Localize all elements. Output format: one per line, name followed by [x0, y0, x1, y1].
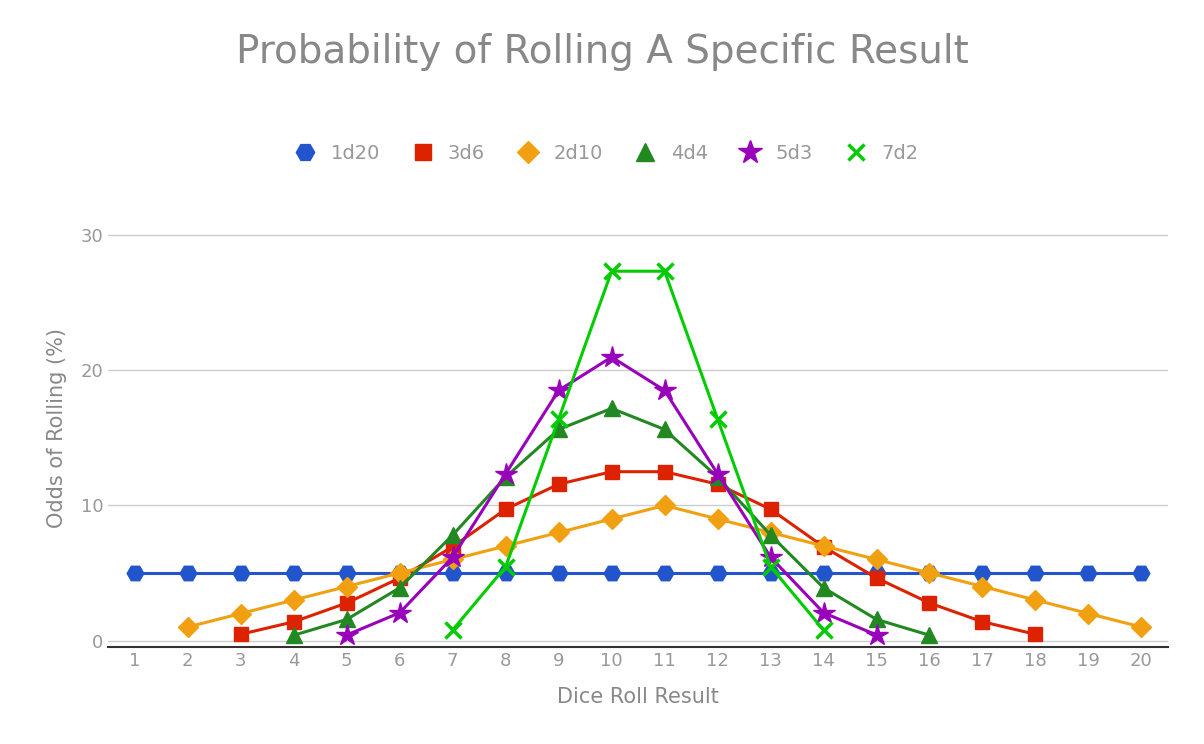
Line: 5d3: 5d3 — [336, 346, 887, 646]
3d6 — [604, 467, 619, 476]
4d4 — [869, 615, 884, 624]
3d6 — [763, 504, 778, 513]
4d4 — [922, 631, 937, 640]
Line: 3d6: 3d6 — [234, 465, 1043, 641]
7d2 — [657, 267, 672, 276]
4d4 — [393, 583, 407, 592]
2d10 — [922, 568, 937, 577]
3d6 — [287, 618, 301, 626]
5d3 — [551, 386, 566, 395]
2d10 — [710, 515, 725, 524]
1d20 — [234, 568, 248, 577]
1d20 — [340, 568, 354, 577]
3d6 — [445, 542, 460, 551]
5d3 — [816, 609, 831, 618]
7d2 — [710, 414, 725, 423]
3d6 — [657, 467, 672, 476]
3d6 — [340, 598, 354, 607]
4d4 — [445, 530, 460, 539]
5d3 — [710, 469, 725, 478]
5d3 — [869, 630, 884, 639]
1d20 — [869, 568, 884, 577]
2d10 — [975, 582, 990, 591]
1d20 — [181, 568, 195, 577]
7d2 — [551, 414, 566, 423]
2d10 — [604, 515, 619, 524]
2d10 — [763, 528, 778, 537]
5d3 — [340, 630, 354, 639]
1d20 — [710, 568, 725, 577]
3d6 — [869, 574, 884, 583]
1d20 — [1134, 568, 1149, 577]
4d4 — [498, 472, 513, 481]
1d20 — [551, 568, 566, 577]
1d20 — [763, 568, 778, 577]
1d20 — [128, 568, 142, 577]
2d10 — [445, 555, 460, 564]
5d3 — [604, 353, 619, 362]
1d20 — [657, 568, 672, 577]
1d20 — [1081, 568, 1096, 577]
7d2 — [498, 562, 513, 571]
1d20 — [975, 568, 990, 577]
2d10 — [234, 609, 248, 618]
3d6 — [922, 598, 937, 607]
2d10 — [816, 542, 831, 551]
4d4 — [763, 530, 778, 539]
1d20 — [816, 568, 831, 577]
3d6 — [816, 542, 831, 551]
3d6 — [1028, 630, 1043, 639]
1d20 — [604, 568, 619, 577]
2d10 — [551, 528, 566, 537]
2d10 — [1081, 609, 1096, 618]
4d4 — [287, 631, 301, 640]
7d2 — [816, 626, 831, 635]
2d10 — [869, 555, 884, 564]
1d20 — [393, 568, 407, 577]
Line: 2d10: 2d10 — [181, 498, 1149, 634]
5d3 — [763, 553, 778, 562]
2d10 — [1028, 595, 1043, 604]
7d2 — [604, 267, 619, 276]
3d6 — [393, 574, 407, 583]
Text: Probability of Rolling A Specific Result: Probability of Rolling A Specific Result — [236, 33, 968, 71]
4d4 — [816, 583, 831, 592]
1d20 — [922, 568, 937, 577]
2d10 — [393, 568, 407, 577]
5d3 — [445, 553, 460, 562]
Y-axis label: Odds of Rolling (%): Odds of Rolling (%) — [47, 328, 67, 527]
4d4 — [340, 615, 354, 624]
2d10 — [498, 542, 513, 551]
5d3 — [393, 609, 407, 618]
1d20 — [287, 568, 301, 577]
2d10 — [181, 623, 195, 632]
Line: 1d20: 1d20 — [126, 565, 1150, 581]
7d2 — [445, 626, 460, 635]
3d6 — [551, 480, 566, 489]
1d20 — [498, 568, 513, 577]
4d4 — [551, 425, 566, 434]
3d6 — [710, 480, 725, 489]
2d10 — [657, 501, 672, 510]
X-axis label: Dice Roll Result: Dice Roll Result — [557, 687, 719, 707]
2d10 — [287, 595, 301, 604]
Legend: 1d20, 3d6, 2d10, 4d4, 5d3, 7d2: 1d20, 3d6, 2d10, 4d4, 5d3, 7d2 — [278, 136, 926, 171]
1d20 — [445, 568, 460, 577]
4d4 — [657, 425, 672, 434]
2d10 — [340, 582, 354, 591]
Line: 7d2: 7d2 — [445, 263, 831, 638]
5d3 — [498, 469, 513, 478]
4d4 — [710, 472, 725, 481]
4d4 — [604, 404, 619, 413]
5d3 — [657, 386, 672, 395]
7d2 — [763, 562, 778, 571]
3d6 — [975, 618, 990, 626]
Line: 4d4: 4d4 — [285, 400, 938, 644]
1d20 — [1028, 568, 1043, 577]
3d6 — [498, 504, 513, 513]
3d6 — [234, 630, 248, 639]
2d10 — [1134, 623, 1149, 632]
